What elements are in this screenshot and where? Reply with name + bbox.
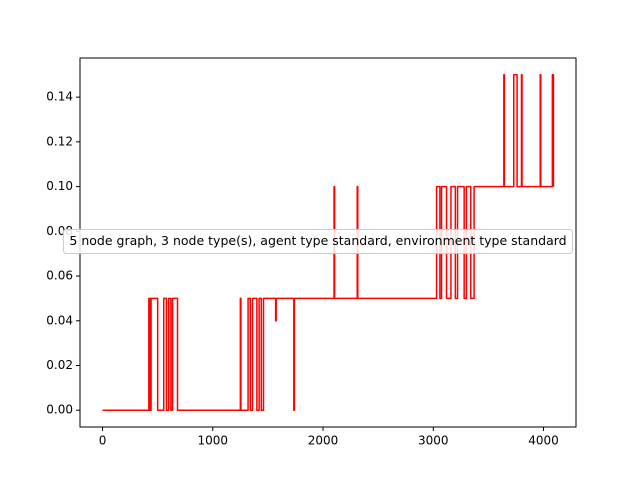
y-tick-label: 0.06: [46, 269, 73, 283]
legend: 5 node graph, 3 node type(s), agent type…: [62, 229, 574, 254]
x-tick-label: 2000: [308, 434, 339, 448]
y-tick-label: 0.10: [46, 179, 73, 193]
legend-box: [62, 229, 574, 254]
y-tick-label: 0.12: [46, 134, 73, 148]
x-tick-label: 4000: [528, 434, 559, 448]
y-tick-label: 0.04: [46, 313, 73, 327]
x-tick-label: 0: [99, 434, 107, 448]
y-tick-label: 0.02: [46, 358, 73, 372]
y-tick-label: 0.00: [46, 403, 73, 417]
legend-label: 5 node graph, 3 node type(s), agent type…: [69, 233, 566, 248]
y-tick-label: 0.14: [46, 90, 73, 104]
data-line: [102, 74, 555, 411]
x-tick-label: 1000: [198, 434, 229, 448]
x-tick-label: 3000: [418, 434, 449, 448]
